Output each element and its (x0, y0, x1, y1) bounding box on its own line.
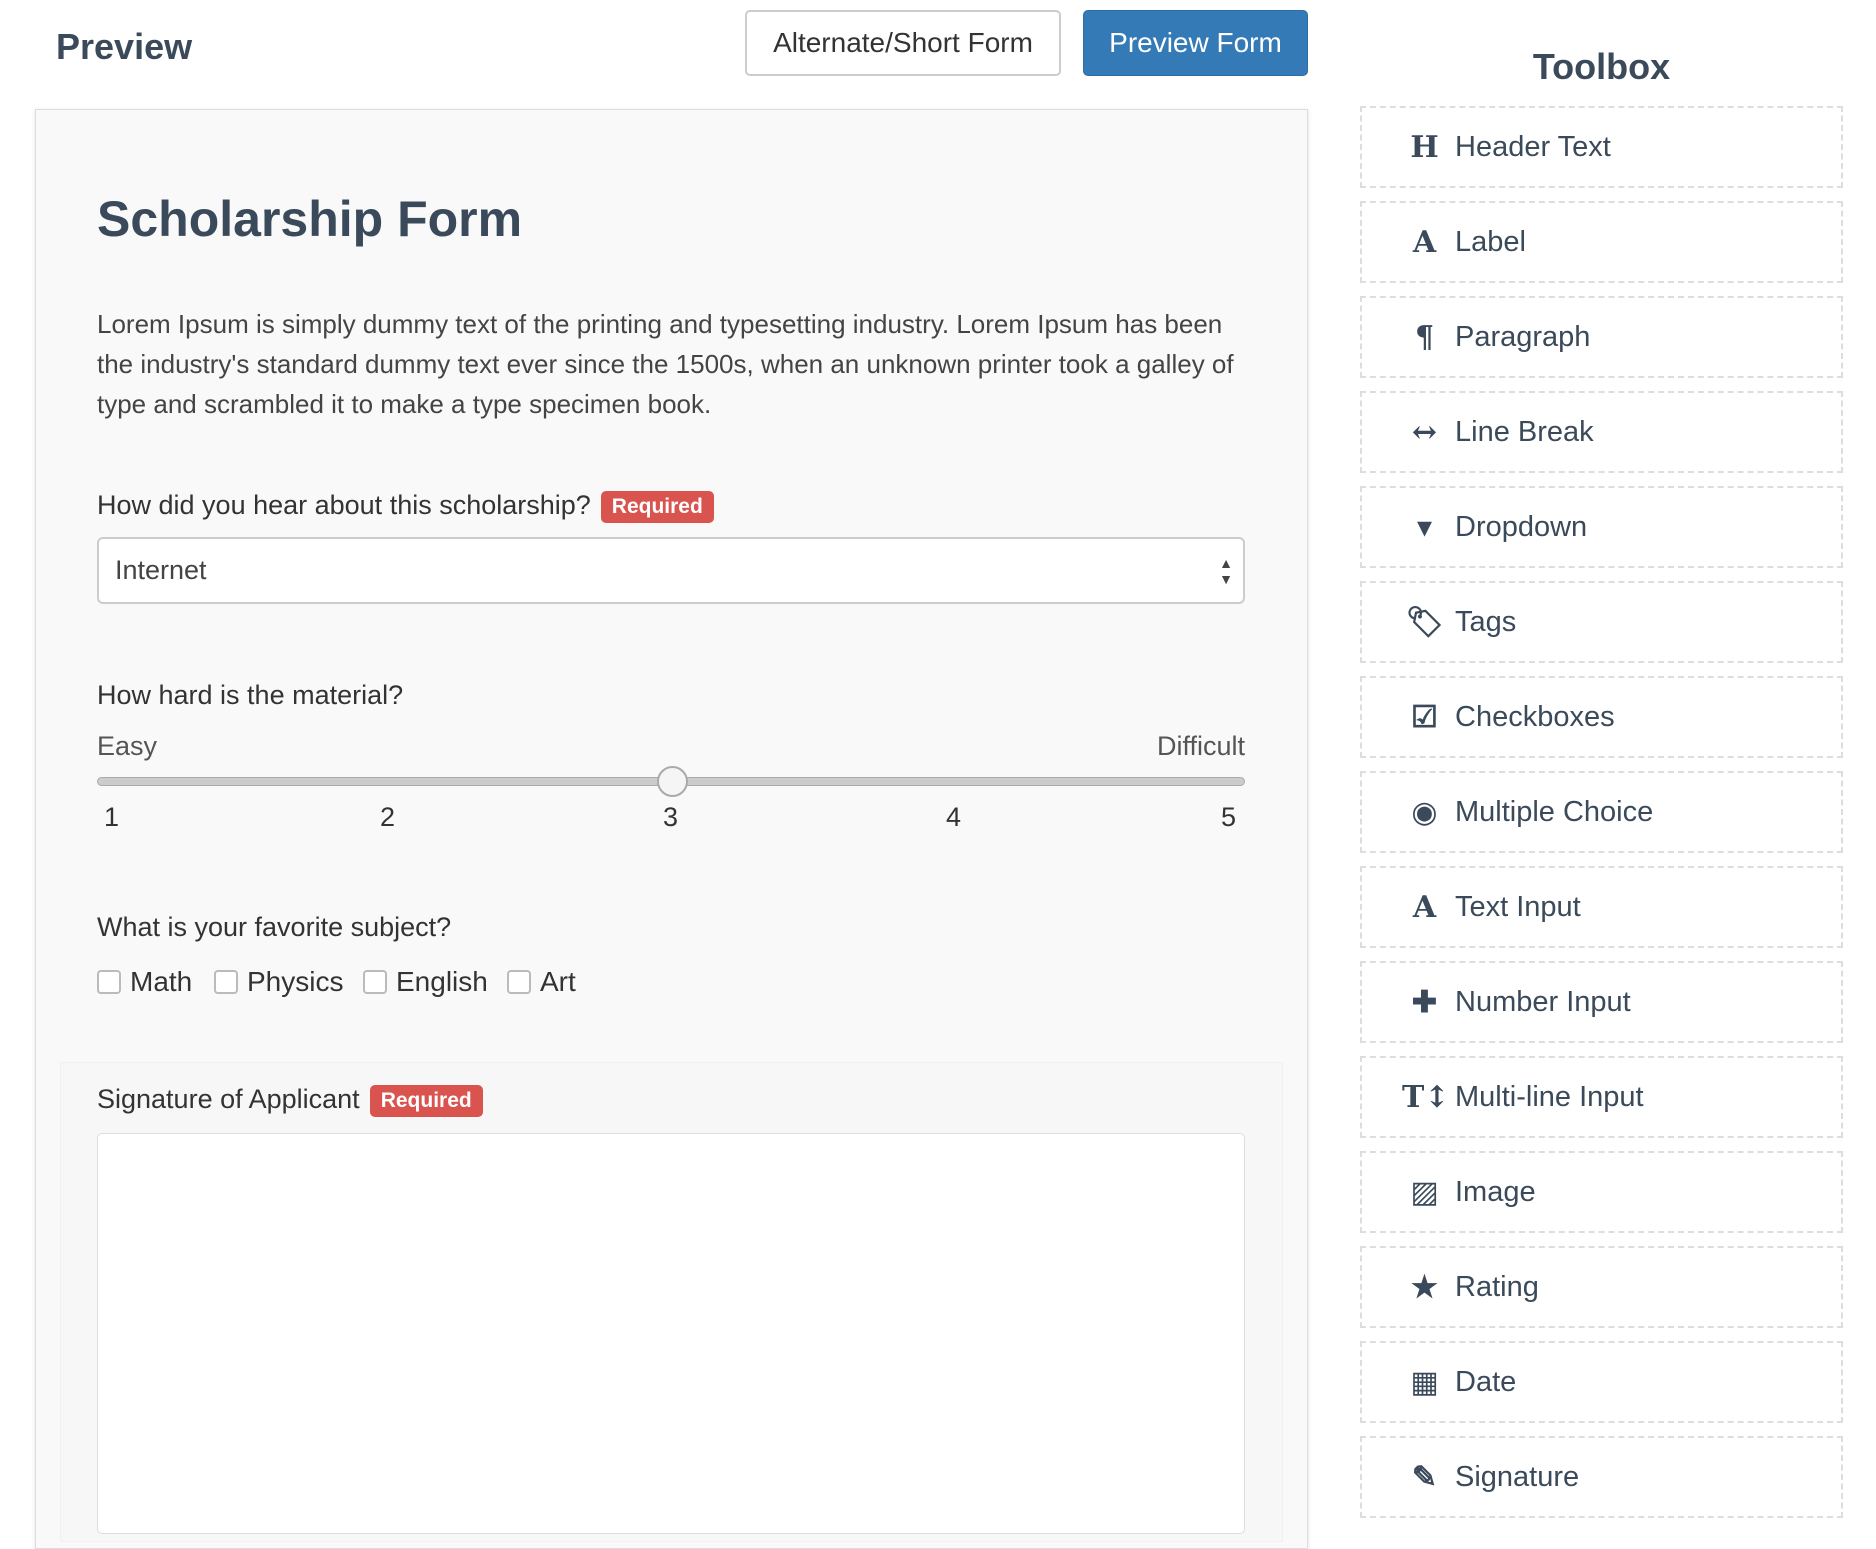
toolbox-item-number-input[interactable]: ✚ Number Input (1360, 961, 1843, 1043)
toolbox-item-multi-line-input[interactable]: T↕ Multi-line Input (1360, 1056, 1843, 1138)
signature-pad[interactable] (97, 1133, 1245, 1534)
toolbox-item-label[interactable]: A Label (1360, 201, 1843, 283)
slider-tick: 2 (380, 802, 396, 832)
checkbox-box[interactable] (363, 970, 387, 994)
toolbox-item-image[interactable]: ▨ Image (1360, 1151, 1843, 1233)
required-badge: Required (369, 1084, 483, 1117)
difficulty-slider-handle[interactable] (657, 766, 688, 797)
checkbox-box[interactable] (214, 970, 238, 994)
question-label: How did you hear about this scholarship? (97, 490, 591, 520)
toolbox-item-text-input[interactable]: A Text Input (1360, 866, 1843, 948)
toolbox-item-label: Text Input (1455, 890, 1581, 923)
toolbox-item-label: Multiple Choice (1455, 795, 1654, 828)
paragraph-icon: ¶ (1414, 319, 1435, 355)
toolbox-item-label: Tags (1455, 605, 1517, 638)
slider-tick: 3 (663, 802, 679, 832)
select-value: Internet (115, 555, 207, 585)
toolbox-item-label: Multi-line Input (1455, 1080, 1644, 1113)
toolbox-item-multiple-choice[interactable]: ◉ Multiple Choice (1360, 771, 1843, 853)
checkbox-physics[interactable]: Physics (214, 966, 343, 998)
toolbox-item-header-text[interactable]: H Header Text (1360, 106, 1843, 188)
checkbox-math[interactable]: Math (97, 966, 192, 998)
toolbox-item-line-break[interactable]: ↔ Line Break (1360, 391, 1843, 473)
toolbox-item-rating[interactable]: ★ Rating (1360, 1246, 1843, 1328)
toolbox-item-label: Rating (1455, 1270, 1539, 1303)
toolbox-item-label: Date (1455, 1365, 1517, 1398)
tags-icon: 🏷 (1405, 604, 1444, 640)
checkbox-box[interactable] (507, 970, 531, 994)
star-icon: ★ (1411, 1269, 1438, 1305)
slider-max-label: Difficult (1156, 731, 1245, 761)
toolbox-item-label: Signature (1455, 1460, 1580, 1493)
font-icon: A (1412, 889, 1437, 925)
question-label: Signature of Applicant (97, 1084, 360, 1114)
required-badge: Required (600, 490, 714, 523)
toolbox-item-label: Image (1455, 1175, 1536, 1208)
checkbox-box[interactable] (97, 970, 121, 994)
toolbox-title: Toolbox (1532, 46, 1671, 87)
question-signature: Signature of Applicant Required (97, 1084, 483, 1117)
checkbox-art[interactable]: Art (507, 966, 576, 998)
checkbox-label: Math (130, 966, 193, 997)
toolbox-item-label: Label (1455, 225, 1526, 258)
plus-icon: ✚ (1411, 984, 1438, 1020)
checkbox-label: English (396, 966, 488, 997)
edit-icon: ✎ (1411, 1459, 1438, 1495)
caret-square-down-icon: ▾ (1416, 509, 1433, 545)
toolbox-item-signature[interactable]: ✎ Signature (1360, 1436, 1843, 1518)
preview-title: Preview (56, 26, 193, 67)
slider-tick: 5 (1221, 802, 1237, 832)
calendar-icon: ▦ (1410, 1364, 1439, 1400)
text-height-icon: T↕ (1402, 1079, 1450, 1115)
toolbox-item-tags[interactable]: 🏷 Tags (1360, 581, 1843, 663)
select-arrows-icon: ▲ ▼ (1219, 555, 1233, 587)
checkbox-label: Physics (247, 966, 344, 997)
toolbox-item-label: Checkboxes (1455, 700, 1615, 733)
question-favorite-subject: What is your favorite subject? (97, 912, 452, 942)
question-hear-about: How did you hear about this scholarship?… (97, 490, 714, 523)
arrows-h-icon: ↔ (1411, 414, 1438, 450)
toolbox-item-label: Dropdown (1455, 510, 1588, 543)
question-difficulty: How hard is the material? (97, 680, 404, 710)
checkbox-label: Art (540, 966, 576, 997)
toolbox-item-paragraph[interactable]: ¶ Paragraph (1360, 296, 1843, 378)
toolbox-item-dropdown[interactable]: ▾ Dropdown (1360, 486, 1843, 568)
preview-form-button[interactable]: Preview Form (1083, 10, 1308, 76)
check-square-icon: ☑ (1411, 699, 1438, 735)
toolbox-item-label: Number Input (1455, 985, 1631, 1018)
alternate-short-form-button[interactable]: Alternate/Short Form (745, 10, 1061, 76)
toolbox-item-label: Paragraph (1455, 320, 1591, 353)
slider-min-label: Easy (97, 731, 158, 761)
toolbox-item-date[interactable]: ▦ Date (1360, 1341, 1843, 1423)
checkbox-english[interactable]: English (363, 966, 488, 998)
hear-about-select[interactable]: Internet ▲ ▼ (97, 537, 1245, 604)
image-icon: ▨ (1410, 1174, 1439, 1210)
form-title: Scholarship Form (97, 191, 523, 247)
toolbox-item-checkboxes[interactable]: ☑ Checkboxes (1360, 676, 1843, 758)
dot-circle-icon: ◉ (1411, 794, 1438, 830)
toolbox-item-label: Line Break (1455, 415, 1594, 448)
slider-tick: 4 (946, 802, 962, 832)
font-icon: A (1412, 224, 1437, 260)
form-description: Lorem Ipsum is simply dummy text of the … (97, 309, 1234, 419)
header-icon: H (1410, 129, 1439, 165)
slider-tick: 1 (104, 802, 120, 832)
toolbox-item-label: Header Text (1455, 130, 1611, 163)
